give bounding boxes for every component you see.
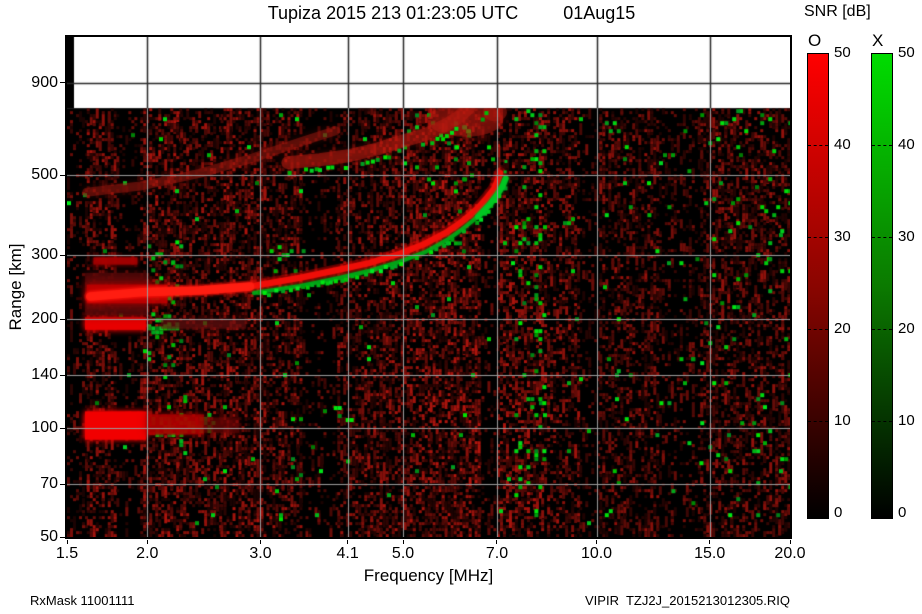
y-tick-label: 140 — [31, 366, 58, 384]
x-axis-tick — [347, 540, 349, 544]
x-tick-label: 3.0 — [249, 545, 272, 562]
footer-rxmask: RxMask 11001111 — [30, 593, 135, 608]
o-colorbar-tick-label: 50 — [834, 44, 851, 61]
x-axis-tick — [596, 540, 598, 544]
x-axis-tick — [146, 540, 148, 544]
o-polarization-label: O — [808, 31, 822, 50]
x-colorbar-tick-label: 50 — [898, 44, 915, 61]
y-axis-tick — [60, 536, 65, 538]
y-tick-label: 70 — [40, 475, 58, 493]
x-colorbar — [871, 53, 893, 519]
y-tick-label: 50 — [40, 528, 58, 545]
x-tick-label: 20.0 — [774, 545, 806, 562]
x-tick-label: 15.0 — [694, 545, 726, 562]
y-axis-tick — [60, 374, 65, 376]
x-axis-tick — [66, 540, 68, 544]
o-colorbar-tick-label: 40 — [834, 136, 851, 153]
o-colorbar — [807, 53, 829, 519]
x-colorbar-tick-label: 0 — [898, 504, 907, 521]
ionogram-canvas — [65, 35, 792, 539]
o-colorbar-tick-label: 20 — [834, 320, 851, 337]
x-tick-label: 1.5 — [55, 545, 79, 562]
x-tick-label: 5.0 — [391, 545, 415, 562]
plot-title: Tupiza 2015 213 01:23:05 UTC — [267, 3, 519, 23]
y-axis-tick — [60, 254, 65, 256]
y-axis-tick — [60, 82, 65, 84]
x-axis-tick — [709, 540, 711, 544]
o-colorbar-dash — [808, 237, 828, 238]
x-colorbar-tick-label: 40 — [898, 136, 915, 153]
x-polarization-label: X — [872, 31, 884, 50]
o-colorbar-tick-label: 30 — [834, 228, 851, 245]
o-colorbar-tick-label: 10 — [834, 412, 851, 429]
snr-colorbar-title: SNR [dB] — [804, 3, 871, 20]
x-tick-label: 10.0 — [580, 545, 613, 562]
y-axis-tick — [60, 427, 65, 429]
y-tick-label: 200 — [31, 310, 58, 328]
y-tick-label: 900 — [31, 73, 58, 91]
y-axis-tick — [60, 483, 65, 485]
x-axis-label: Frequency [MHz] — [363, 566, 494, 585]
o-colorbar-dash — [808, 145, 828, 146]
plot-title-row: Tupiza 2015 213 01:23:05 UTC 01Aug15 — [90, 3, 813, 24]
x-axis-tick — [789, 540, 791, 544]
x-tick-label: 4.1 — [336, 545, 359, 562]
y-tick-label: 500 — [31, 166, 58, 183]
o-colorbar-dash — [808, 421, 828, 422]
x-axis-tick — [259, 540, 261, 544]
x-axis-tick — [496, 540, 498, 544]
footer-filename: VIPIR TZJ2J_2015213012305.RIQ — [585, 593, 790, 608]
x-colorbar-tick-label: 30 — [898, 228, 915, 245]
y-tick-label: 100 — [31, 419, 58, 437]
y-axis-tick — [60, 318, 65, 320]
x-colorbar-dash — [872, 237, 892, 238]
o-colorbar-dash — [808, 329, 828, 330]
x-axis-tick — [402, 540, 404, 544]
x-colorbar-tick-label: 10 — [898, 412, 915, 429]
x-tick-label: 2.0 — [136, 545, 159, 562]
o-colorbar-tick-label: 0 — [834, 504, 843, 521]
x-colorbar-dash — [872, 145, 892, 146]
x-colorbar-dash — [872, 421, 892, 422]
x-colorbar-tick-label: 20 — [898, 320, 915, 337]
x-colorbar-dash — [872, 329, 892, 330]
plot-date: 01Aug15 — [563, 3, 636, 23]
y-tick-label: 300 — [31, 246, 58, 264]
y-axis-tick — [60, 174, 65, 176]
x-tick-label: 7.0 — [485, 545, 509, 562]
